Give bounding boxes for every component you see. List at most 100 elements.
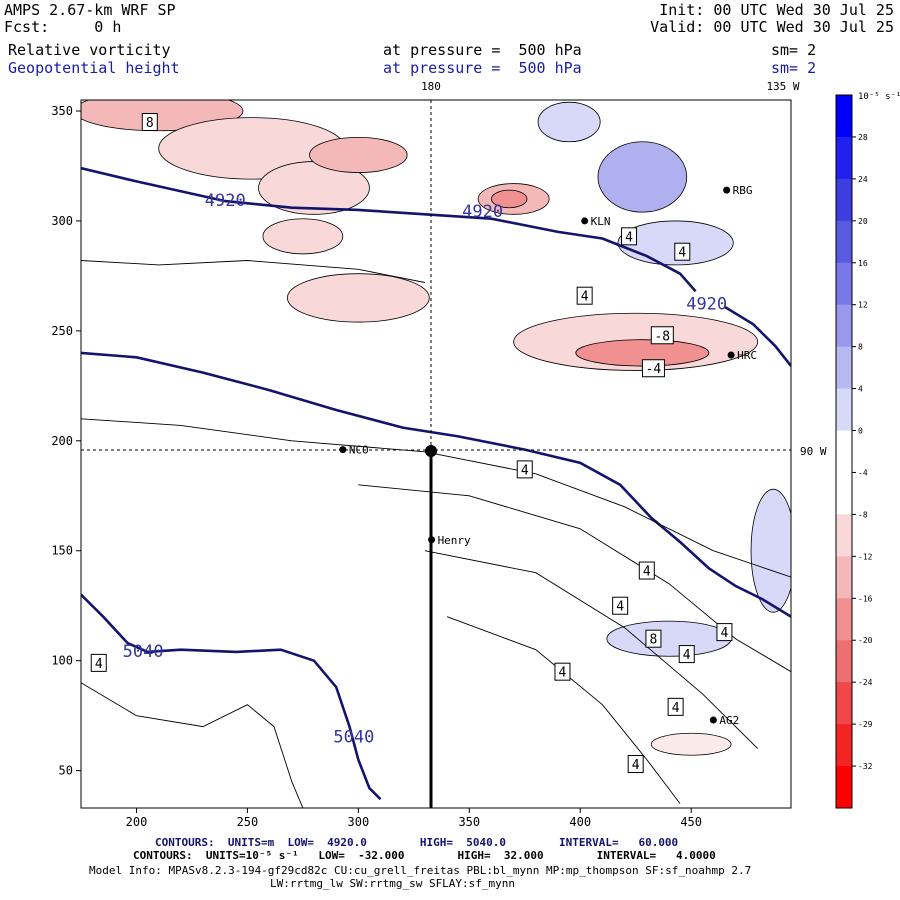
vorticity-label-frame (554, 662, 571, 681)
y-tick-label: 150 (51, 544, 73, 558)
colorbar-tick-label: 4 (858, 385, 863, 394)
vorticity-label-box: 4 (678, 645, 695, 664)
station-label: AG2 (719, 714, 739, 727)
station-marker (428, 536, 436, 544)
colorbar-tick-label: 16 (858, 259, 868, 268)
vorticity-label-frame (516, 460, 533, 479)
vorticity-contour-line (424, 550, 759, 749)
station-label: Henry (438, 534, 471, 547)
colorbar-unit-label: 10⁻⁵ s⁻¹ (858, 92, 900, 102)
colorbar-tick-label: 8 (858, 343, 863, 352)
field2-smoothing: sm= 2 (771, 59, 817, 77)
vorticity-label-box: 4 (612, 596, 629, 615)
colorbar-tick-label: -8 (858, 510, 868, 519)
vorticity-region (309, 136, 408, 173)
colorbar-swatch (836, 262, 852, 306)
x-tick-label: 350 (458, 815, 480, 829)
vorticity-label-frame (674, 242, 691, 261)
vorticity-region (262, 218, 344, 255)
x-tick-label: 400 (569, 815, 591, 829)
colorbar-tick-label: 20 (858, 217, 868, 226)
height-contour-label: 4920 (462, 202, 503, 222)
colorbar-tick-label: -12 (858, 552, 873, 561)
colorbar-tick-label: 12 (858, 301, 868, 310)
y-tick-label: 50 (59, 764, 73, 778)
pole-marker (425, 445, 437, 457)
height-contour-line (723, 305, 791, 367)
vorticity-label-frame (627, 755, 644, 774)
vorticity-label-frame (621, 227, 638, 246)
colorbar-swatch (836, 724, 852, 767)
vorticity-label-frame (678, 645, 695, 664)
vorticity-label-frame (650, 326, 674, 345)
vorticity-label-box: -4 (641, 359, 665, 378)
station-label: HRC (737, 349, 757, 362)
station-label: KLN (591, 215, 611, 228)
field1-pressure: at pressure = 500 hPa (383, 41, 582, 59)
colorbar-tick-label: -32 (858, 762, 873, 771)
colorbar-tick-label: 24 (858, 175, 868, 184)
station-marker (709, 716, 717, 724)
vorticity-label-frame (645, 629, 662, 648)
vorticity-label-text: 4 (616, 600, 624, 615)
vorticity-label-frame (90, 653, 107, 672)
height-contour-line (81, 351, 791, 618)
colorbar-swatch (836, 766, 852, 809)
station-marker (727, 351, 735, 359)
vorticity-label-text: 8 (146, 116, 154, 131)
colorbar-tick-label: -20 (858, 636, 873, 645)
field1-name: Relative vorticity (8, 41, 171, 59)
footer-contours-height: CONTOURS: UNITS=m LOW= 4920.0 HIGH= 5040… (155, 836, 679, 849)
vorticity-region (537, 101, 601, 143)
y-tick-label: 250 (51, 324, 73, 338)
lon-label-135w: 135 W (766, 80, 799, 93)
vorticity-label-text: -4 (646, 362, 662, 377)
vorticity-label-box: 4 (716, 623, 733, 642)
colorbar-swatch (836, 220, 852, 264)
colorbar-tick-label: -24 (858, 678, 873, 687)
y-tick-label: 300 (51, 214, 73, 228)
x-tick-label: 300 (348, 815, 370, 829)
vorticity-label-text: 4 (521, 463, 529, 478)
y-tick-label: 350 (51, 104, 73, 118)
footer-physics-info: LW:rrtmg_lw SW:rrtmg_sw SFLAY:sf_mynn (270, 877, 516, 890)
height-contour-line (81, 593, 382, 801)
vorticity-label-box: 8 (141, 112, 158, 131)
y-tick-label: 200 (51, 434, 73, 448)
vorticity-label-text: 4 (625, 230, 633, 245)
colorbar-swatch (836, 598, 852, 641)
field2-name: Geopotential height (8, 59, 180, 77)
vorticity-label-box: 4 (516, 460, 533, 479)
height-contour-label: 5040 (333, 728, 374, 748)
colorbar-tick-label: -29 (858, 720, 873, 729)
colorbar-swatch (836, 640, 852, 683)
model-title: AMPS 2.67-km WRF SP (4, 1, 176, 19)
colorbar-swatch (836, 556, 852, 599)
init-time: Init: 00 UTC Wed 30 Jul 25 (659, 1, 894, 19)
colorbar-tick-label: 28 (858, 133, 868, 142)
colorbar-tick-label: -16 (858, 594, 873, 603)
x-tick-label: 450 (680, 815, 702, 829)
footer-contours-vorticity: CONTOURS: UNITS=10⁻⁵ s⁻¹ LOW= -32.000 HI… (133, 849, 716, 862)
vorticity-label-frame (716, 623, 733, 642)
colorbar-frame (835, 94, 853, 809)
station-label: RBG (733, 184, 753, 197)
station-marker (723, 186, 731, 194)
station-marker (339, 446, 347, 454)
vorticity-label-frame (641, 359, 665, 378)
field2-pressure: at pressure = 500 hPa (383, 59, 582, 77)
vorticity-label-box: -8 (650, 326, 674, 345)
station-label: NCO (349, 444, 369, 457)
forecast-hour: Fcst: 0 h (4, 18, 122, 36)
vorticity-label-text: 4 (95, 657, 103, 672)
vorticity-label-box: 4 (674, 242, 691, 261)
height-contour-label: 4920 (205, 191, 246, 211)
station-marker (581, 217, 589, 225)
colorbar-tick-label: -4 (858, 468, 868, 477)
height-contour-line (81, 166, 697, 293)
lon-label-90w: 90 W (800, 445, 827, 458)
vorticity-label-frame (638, 561, 655, 580)
vorticity-label-text: 4 (678, 246, 686, 261)
